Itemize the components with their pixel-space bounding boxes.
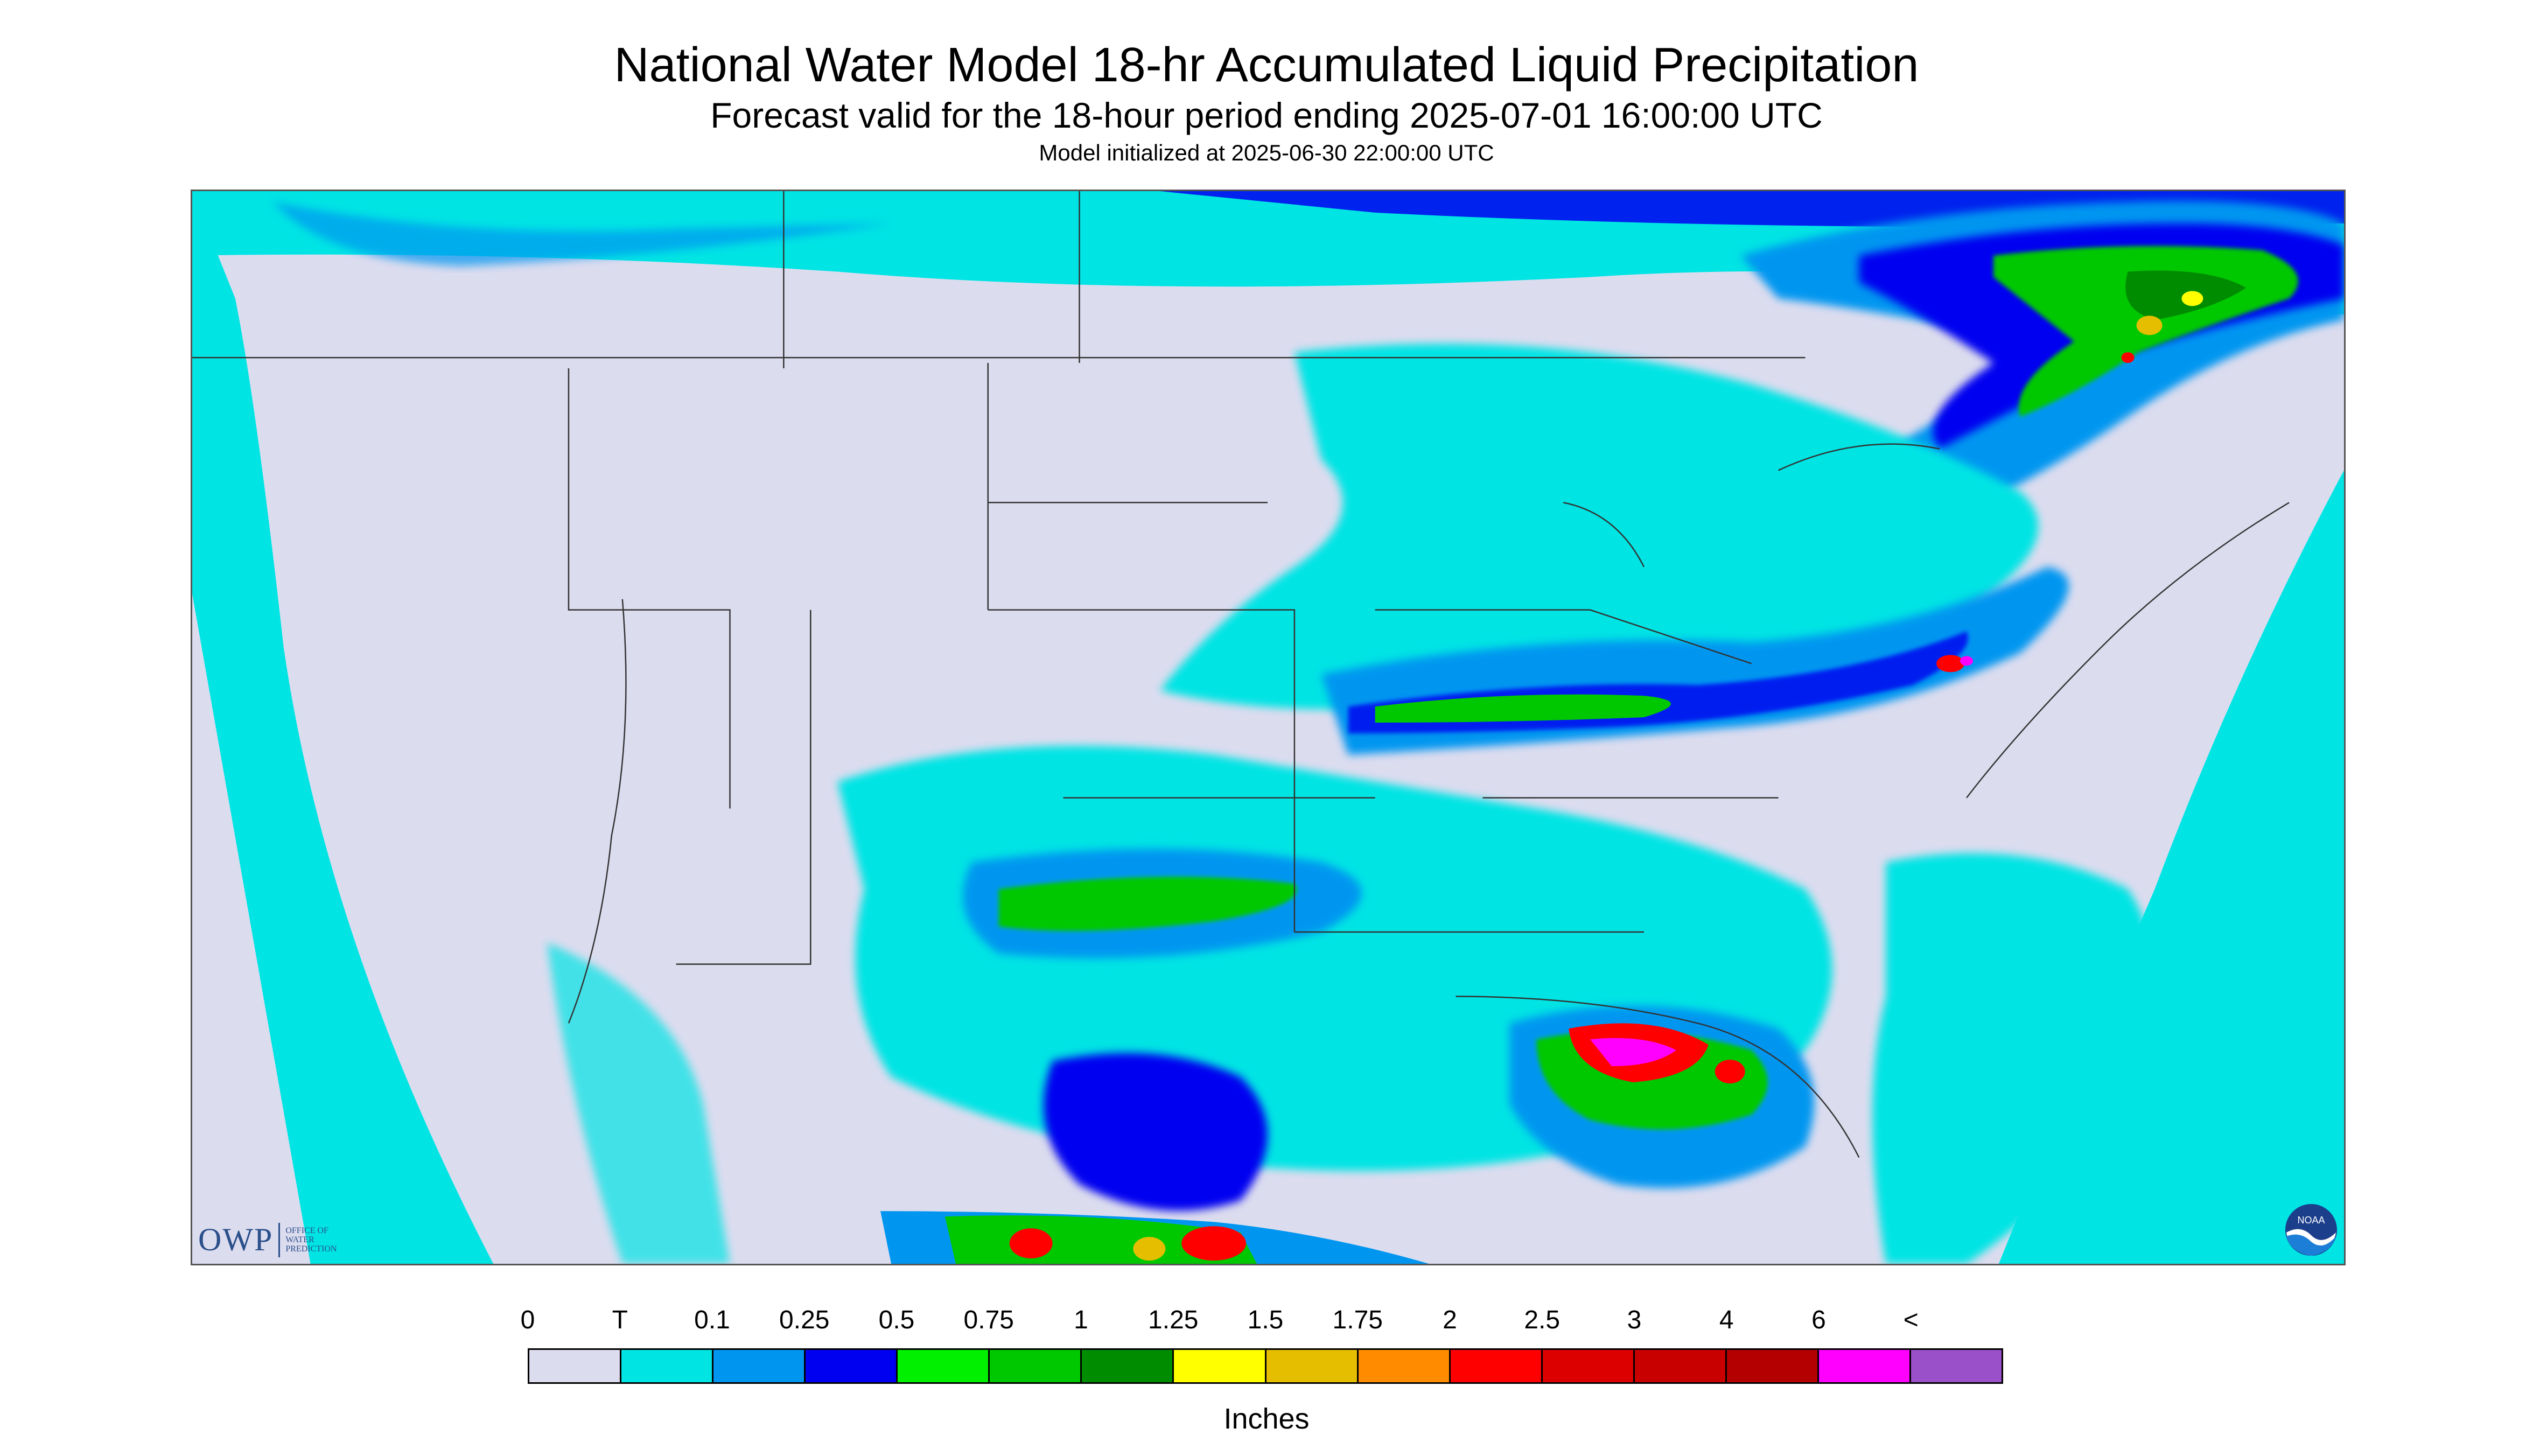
colorbar-swatch-13 [1726,1350,1819,1382]
colorbar-label: 6 [1811,1306,1826,1334]
owp-logo-divider [278,1222,281,1257]
colorbar-swatch-6 [1082,1350,1174,1382]
precipitation-colorbar [528,1348,2003,1384]
colorbar-label: 0 [520,1306,535,1334]
colorbar-swatch-15 [1911,1350,2002,1382]
colorbar-label: 0.1 [694,1306,730,1334]
precipitation-map [191,190,2346,1265]
colorbar-label: < [1903,1306,1919,1334]
colorbar-label: T [612,1306,628,1334]
colorbar-label: 1.25 [1148,1306,1199,1334]
owp-logo-line-2: WATER [285,1235,314,1244]
svg-text:NOAA: NOAA [2297,1215,2325,1226]
colorbar-swatch-10 [1450,1350,1543,1382]
colorbar-swatch-4 [898,1350,990,1382]
owp-logo: OWP OFFICE OF WATER PREDICTION [198,1221,337,1258]
colorbar-swatch-5 [990,1350,1082,1382]
state-boundaries [192,191,2290,1158]
colorbar-label: 2 [1443,1306,1457,1334]
colorbar-label: 0.25 [779,1306,830,1334]
map-title: National Water Model 18-hr Accumulated L… [614,38,1919,92]
owp-logo-line-1: OFFICE OF [285,1226,328,1235]
colorbar-swatch-0 [529,1350,622,1382]
model-init-time: Model initialized at 2025-06-30 22:00:00… [1039,140,1494,165]
owp-logo-line-3: PREDICTION [285,1244,337,1254]
noaa-logo: NOAA [2285,1204,2337,1256]
colorbar-swatch-14 [1818,1350,1911,1382]
colorbar-label: 4 [1719,1306,1734,1334]
colorbar-swatch-2 [713,1350,806,1382]
colorbar-labels: 0 T 0.1 0.25 0.5 0.75 1 1.25 1.5 1.75 2 2.5 3 4 6 < [521,1305,2003,1338]
colorbar-swatch-9 [1358,1350,1451,1382]
colorbar-swatch-1 [621,1350,714,1382]
colorbar-swatch-7 [1174,1350,1266,1382]
colorbar-label: 1.75 [1332,1306,1383,1334]
colorbar-label: 1 [1074,1306,1088,1334]
colorbar-swatch-12 [1634,1350,1727,1382]
colorbar-swatch-11 [1542,1350,1635,1382]
colorbar-label: 2.5 [1524,1306,1561,1334]
colorbar-label: 3 [1627,1306,1642,1334]
map-graphic [192,191,2344,1264]
owp-logo-mark: OWP [198,1222,274,1257]
colorbar-swatch-3 [806,1350,898,1382]
owp-logo-subtitle: OFFICE OF WATER PREDICTION [285,1226,337,1254]
colorbar-label: 1.5 [1247,1306,1284,1334]
colorbar-swatch-8 [1266,1350,1359,1382]
colorbar-label: 0.5 [878,1306,915,1334]
map-subtitle: Forecast valid for the 18-hour period en… [710,95,1823,135]
colorbar-label: 0.75 [963,1306,1014,1334]
left-domain-wedge [192,191,494,1264]
colorbar-units: Inches [1223,1403,1310,1435]
